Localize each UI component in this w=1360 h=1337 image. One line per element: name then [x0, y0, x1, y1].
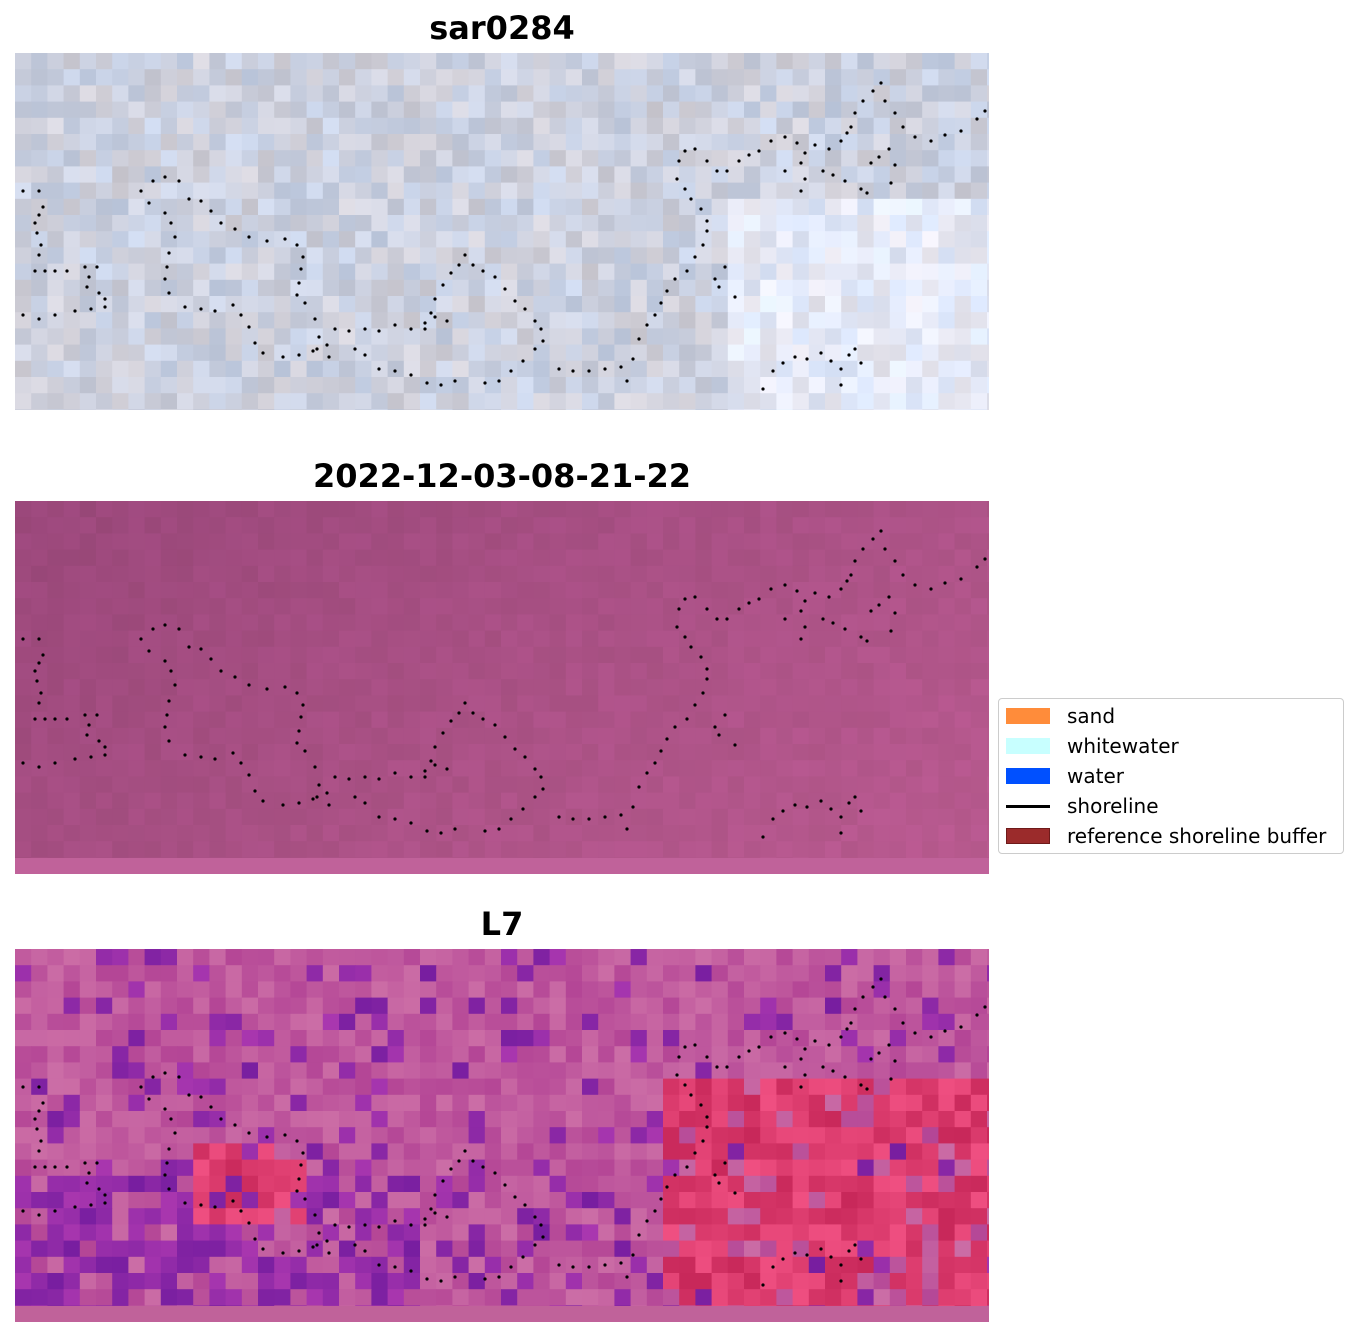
- satellite-raster: [15, 949, 989, 1322]
- panel-title-3: L7: [480, 905, 524, 943]
- panel-title-1: sar0284: [429, 9, 575, 47]
- legend-item-water: water: [1006, 764, 1124, 788]
- shoreline-points: [21, 81, 987, 391]
- panel-title-2: 2022-12-03-08-21-22: [312, 457, 692, 495]
- image-panel-sar: [15, 53, 989, 410]
- shoreline-points: [21, 529, 987, 839]
- legend-label-shoreline: shoreline: [1067, 794, 1159, 818]
- legend: sand whitewater water shoreline referenc…: [998, 698, 1344, 854]
- legend-item-whitewater: whitewater: [1006, 734, 1179, 758]
- sand-swatch: [1006, 708, 1050, 724]
- legend-label-reference-buffer: reference shoreline buffer: [1067, 824, 1327, 848]
- reference-buffer-swatch: [1006, 828, 1050, 844]
- legend-label-sand: sand: [1067, 704, 1116, 728]
- image-panel-date: [15, 501, 989, 874]
- satellite-raster: [15, 53, 989, 410]
- image-panel-l7: [15, 949, 989, 1322]
- legend-label-water: water: [1067, 764, 1124, 788]
- water-swatch: [1006, 768, 1050, 784]
- shoreline-line-swatch: [1006, 798, 1050, 814]
- whitewater-swatch: [1006, 738, 1050, 754]
- legend-item-reference-buffer: reference shoreline buffer: [1006, 824, 1326, 848]
- satellite-raster: [15, 501, 989, 874]
- shoreline-points: [21, 977, 987, 1287]
- legend-label-whitewater: whitewater: [1067, 734, 1179, 758]
- legend-item-shoreline: shoreline: [1006, 794, 1159, 818]
- legend-item-sand: sand: [1006, 704, 1115, 728]
